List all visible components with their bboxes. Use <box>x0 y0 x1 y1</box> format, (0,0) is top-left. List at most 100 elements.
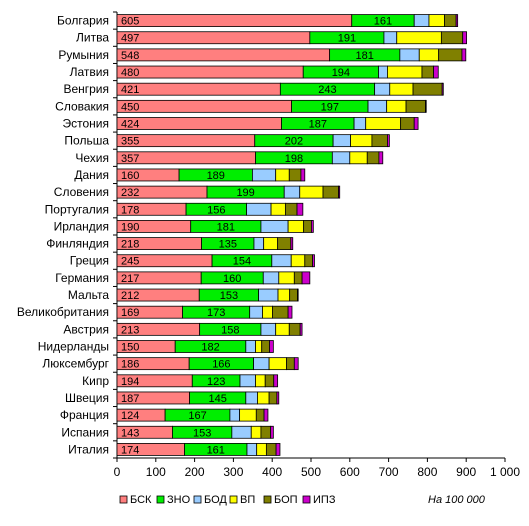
data-label: 213 <box>121 324 139 336</box>
legend-swatch <box>229 495 238 504</box>
data-label: 181 <box>356 50 374 62</box>
data-label: 174 <box>121 444 139 456</box>
x-tick-label: 500 <box>301 465 321 479</box>
y-category-label: Ирландия <box>54 219 109 233</box>
y-category-label: Мальта <box>68 288 109 302</box>
bar-segment <box>265 443 277 456</box>
bar-segment <box>353 117 367 130</box>
y-category-label: Греция <box>70 254 109 268</box>
bar-segment <box>250 425 262 439</box>
data-label: 169 <box>121 307 139 319</box>
bar-segment <box>366 151 380 165</box>
data-label: 161 <box>374 16 392 28</box>
y-category-label: Латвия <box>70 65 109 79</box>
x-tick-label: 300 <box>223 465 243 479</box>
bar-segment <box>271 254 292 268</box>
y-category-label: Дания <box>74 168 109 182</box>
bar-segment <box>262 271 280 285</box>
bar-segment <box>275 168 290 182</box>
bar-segment <box>253 357 270 371</box>
y-category-label: Венгрия <box>63 82 109 96</box>
data-label: 199 <box>236 187 254 199</box>
data-label: 497 <box>121 33 139 45</box>
bar-segment <box>261 340 270 353</box>
data-label: 450 <box>121 101 139 113</box>
bar-segment <box>383 31 398 45</box>
y-category-label: Швеция <box>65 391 109 405</box>
data-label: 161 <box>207 444 225 456</box>
data-label: 145 <box>209 393 227 405</box>
bar-segment <box>239 408 257 422</box>
data-label: 198 <box>285 153 303 165</box>
y-category-label: Франция <box>60 408 109 422</box>
bar-segment <box>413 14 430 27</box>
bar-segment <box>304 254 313 268</box>
bar-segment <box>245 340 256 353</box>
data-label: 194 <box>332 67 350 79</box>
data-label: 143 <box>121 427 139 439</box>
bar-segment <box>116 48 331 62</box>
units-note: На 100 000 <box>428 494 485 506</box>
legend-label: БОП <box>274 494 298 506</box>
bar-segment <box>258 288 279 302</box>
data-label: 166 <box>212 359 230 371</box>
data-label: 173 <box>207 307 225 319</box>
x-tick-label: 800 <box>417 465 437 479</box>
data-label: 202 <box>285 136 303 148</box>
legend-swatch <box>156 495 165 504</box>
data-label: 480 <box>121 67 139 79</box>
bar-segment <box>231 425 252 439</box>
y-category-label: Германия <box>55 271 109 285</box>
bar-segment <box>293 271 303 285</box>
bar-segment <box>462 31 467 45</box>
bar-segment <box>371 134 388 148</box>
y-category-label: Португалия <box>45 202 109 216</box>
data-label: 154 <box>233 256 251 268</box>
bar-segment <box>249 305 263 319</box>
data-label: 245 <box>121 256 139 268</box>
bar-segment <box>116 14 353 27</box>
y-category-label: Великобритания <box>17 305 109 319</box>
bar-segment <box>310 220 314 233</box>
bar-segment <box>287 220 305 233</box>
bar-segment <box>455 14 459 27</box>
bar-segment <box>257 391 270 405</box>
data-label: 424 <box>121 119 139 131</box>
data-label: 197 <box>321 101 339 113</box>
bar-segment <box>116 117 282 130</box>
bar-segment <box>288 322 301 336</box>
bar-segment <box>263 237 279 250</box>
x-tick-label: 0 <box>114 465 121 479</box>
bar-segment <box>299 185 324 199</box>
data-label: 167 <box>188 410 206 422</box>
data-label: 187 <box>309 119 327 131</box>
bar-segment <box>284 202 298 216</box>
data-label: 156 <box>207 204 225 216</box>
data-label: 123 <box>207 376 225 388</box>
bar-segment <box>461 48 467 62</box>
bar-segment <box>387 134 390 148</box>
bar-segment <box>378 65 388 79</box>
x-tick-label: 200 <box>185 465 205 479</box>
y-category-label: Болгария <box>57 14 109 28</box>
data-label: 243 <box>318 84 336 96</box>
bar-segment <box>338 185 341 199</box>
bar-segment <box>245 391 258 405</box>
bar-segment <box>425 99 427 113</box>
data-label: 232 <box>121 187 139 199</box>
bar-segment <box>300 168 306 182</box>
data-label: 355 <box>121 136 139 148</box>
x-tick-label: 1 000 <box>490 465 520 479</box>
bar-segment <box>438 48 463 62</box>
bar-segment <box>312 254 315 268</box>
bar-segment <box>277 237 292 250</box>
legend-swatch <box>119 495 128 504</box>
data-label: 217 <box>121 273 139 285</box>
bar-segment <box>440 31 464 45</box>
bar-segment <box>288 168 302 182</box>
bar-segment <box>260 425 272 439</box>
data-label: 190 <box>121 221 139 233</box>
bar-segment <box>272 305 289 319</box>
legend-label: ИПЗ <box>313 494 336 506</box>
y-category-label: Испания <box>61 425 109 439</box>
